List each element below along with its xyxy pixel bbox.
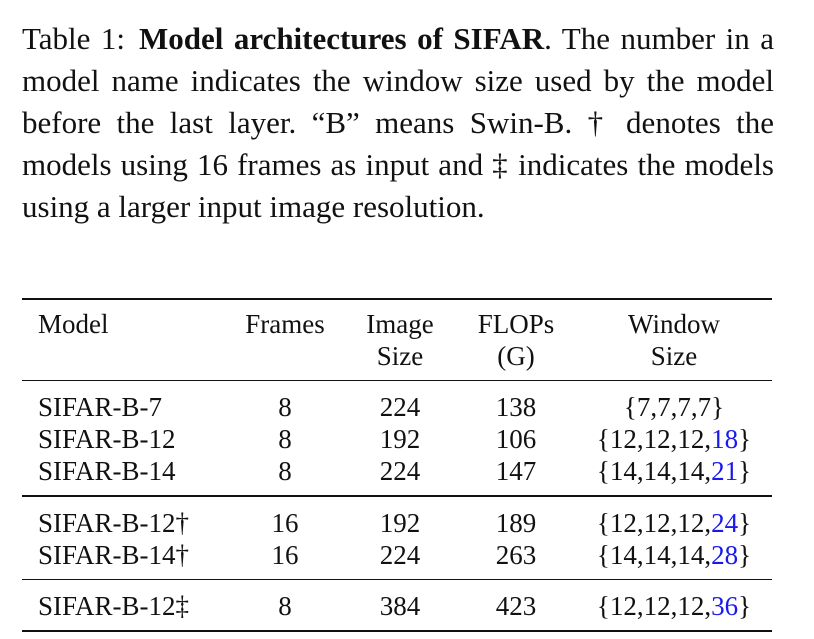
cell-frames: 16 [271, 507, 299, 538]
cell-flops: 106 [495, 424, 537, 455]
table-body: SIFAR-B-7 8 224 138 {7,7,7,7} SIFAR-B-12 8 192 1… [22, 381, 772, 630]
table-row: SIFAR-B-14† 16 224 263 {14,14,14,28} [22, 539, 772, 579]
caption-text: . The number in a model name indicates t… [22, 21, 774, 224]
cell-image-size: 224 [379, 392, 421, 423]
table-top-rule [22, 298, 772, 300]
cell-flops: 263 [495, 539, 537, 570]
cell-frames: 8 [278, 456, 292, 487]
cell-window-size: {12,12,12,36} [596, 590, 752, 621]
cell-flops: 138 [495, 392, 537, 423]
window-last-value: 36 [711, 590, 739, 621]
header-rule [22, 380, 772, 382]
cell-image-size: 192 [379, 424, 421, 455]
architecture-table: Model Frames Image Size FLOPs (G) Window Si… [22, 298, 772, 632]
cell-window-size: {7,7,7,7} [623, 392, 725, 423]
table: Model Frames Image Size FLOPs (G) Window Si… [22, 300, 772, 380]
cell-flops: 147 [495, 456, 537, 487]
table-row: SIFAR-B-12‡ 8 384 423 {12,12,12,36} [22, 580, 772, 630]
table-group: SIFAR-B-12† 16 192 189 {12,12,12,24} SIFAR-B-… [22, 497, 772, 579]
header-frames: Frames [245, 309, 325, 339]
cell-image-size: 384 [379, 590, 421, 621]
table-row: SIFAR-B-12† 16 192 189 {12,12,12,24} [22, 497, 772, 539]
cell-model: SIFAR-B-7 [38, 392, 163, 423]
cell-frames: 8 [278, 392, 292, 423]
window-last-value: 18 [711, 424, 739, 455]
cell-model: SIFAR-B-12† [38, 507, 190, 538]
cell-model: SIFAR-B-14† [38, 539, 190, 570]
cell-window-size: {12,12,12,24} [596, 507, 752, 538]
caption-title: Model architectures of SIFAR [139, 21, 545, 56]
cell-window-size: {12,12,12,18} [596, 424, 752, 455]
window-last-value: 24 [711, 507, 739, 538]
group-rule [22, 578, 772, 580]
table-row: SIFAR-B-7 8 224 138 {7,7,7,7} [22, 381, 772, 423]
header-flops: FLOPs (G) [477, 309, 555, 371]
cell-model: SIFAR-B-12 [38, 424, 176, 455]
table-row: SIFAR-B-12 8 192 106 {12,12,12,18} [22, 423, 772, 455]
cell-frames: 8 [278, 424, 292, 455]
header-model: Model [38, 309, 109, 339]
cell-image-size: 224 [379, 456, 421, 487]
cell-frames: 8 [278, 590, 292, 621]
group-rule [22, 495, 772, 497]
table-caption: Table 1: Model architectures of SIFAR. Th… [22, 18, 774, 228]
table-group: SIFAR-B-7 8 224 138 {7,7,7,7} SIFAR-B-12 8 192 1… [22, 381, 772, 495]
window-last-value: 28 [711, 539, 739, 570]
cell-image-size: 224 [379, 539, 421, 570]
header-window-size: Window Size [628, 309, 720, 371]
cell-window-size: {14,14,14,28} [596, 539, 752, 570]
table-group: SIFAR-B-12‡ 8 384 423 {12,12,12,36} [22, 580, 772, 630]
cell-flops: 189 [495, 507, 537, 538]
cell-model: SIFAR-B-14 [38, 456, 176, 487]
table-bottom-rule [22, 629, 772, 632]
cell-frames: 16 [271, 539, 299, 570]
cell-model: SIFAR-B-12‡ [38, 590, 190, 621]
table-row: SIFAR-B-14 8 224 147 {14,14,14,21} [22, 455, 772, 495]
cell-window-size: {14,14,14,21} [596, 456, 752, 487]
cell-flops: 423 [495, 590, 537, 621]
table-header-row: Model Frames Image Size FLOPs (G) Window Si… [22, 300, 772, 380]
cell-image-size: 192 [379, 507, 421, 538]
header-image-size: Image Size [366, 309, 434, 371]
caption-label: Table 1: [22, 21, 125, 56]
window-last-value: 21 [711, 456, 739, 487]
